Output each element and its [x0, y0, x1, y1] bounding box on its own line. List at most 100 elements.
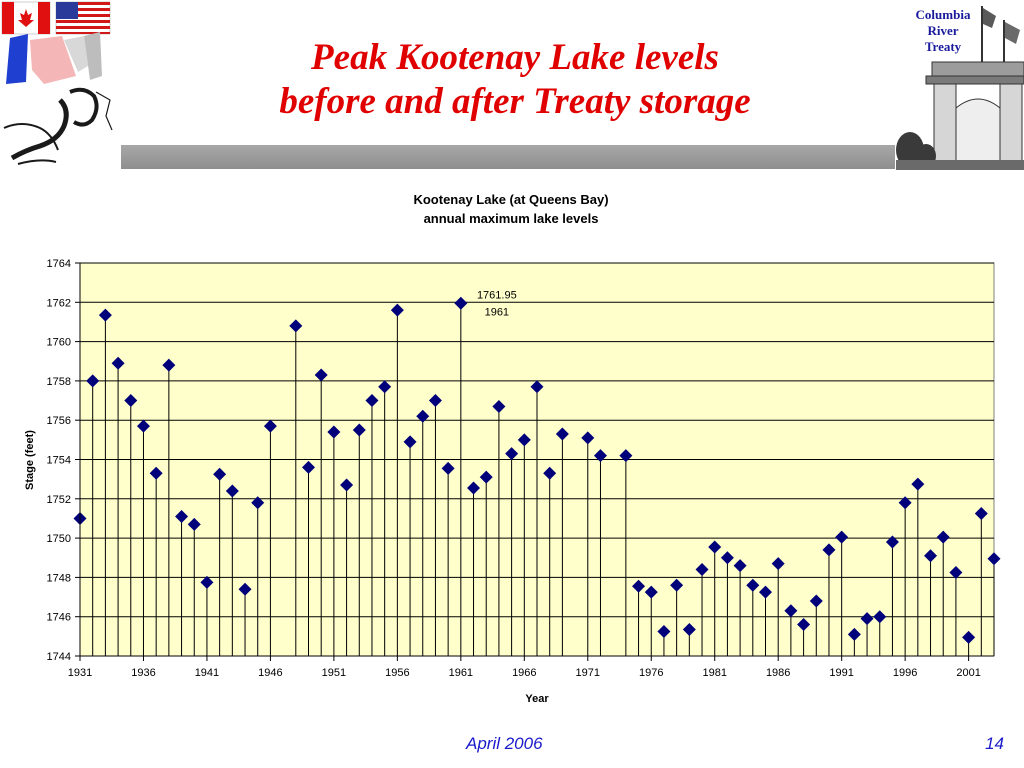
brand-line-2: River	[927, 23, 959, 38]
data-point	[225, 484, 239, 498]
page-number: 14	[985, 734, 1004, 753]
data-point	[632, 579, 646, 593]
x-tick-label: 1931	[68, 667, 92, 679]
x-tick-label: 1936	[131, 667, 155, 679]
data-point	[974, 507, 988, 521]
data-point	[809, 594, 823, 608]
data-point	[378, 380, 392, 394]
x-tick-label: 1976	[639, 667, 663, 679]
data-point	[682, 622, 696, 636]
data-point	[416, 409, 430, 423]
y-tick-label: 1760	[47, 337, 71, 349]
data-point	[797, 618, 811, 632]
x-tick-label: 2001	[956, 667, 980, 679]
data-point	[695, 563, 709, 577]
data-point	[302, 460, 315, 474]
data-point	[454, 296, 468, 310]
data-point	[987, 552, 1001, 566]
usa-flag-icon	[55, 1, 111, 35]
brand-line-3: Treaty	[924, 39, 962, 54]
data-point	[162, 358, 176, 372]
y-tick-label: 1754	[47, 455, 71, 467]
data-point	[644, 585, 658, 599]
data-point	[949, 565, 963, 579]
y-tick-label: 1758	[47, 376, 71, 388]
data-point	[390, 303, 404, 317]
slide-title-line-2: before and after Treaty storage	[279, 81, 751, 122]
peace-arch-logo	[896, 6, 1024, 170]
x-axis-label: Year	[525, 693, 549, 705]
data-point	[187, 517, 201, 531]
y-tick-label: 1748	[47, 572, 71, 584]
data-point	[670, 578, 684, 592]
data-point	[86, 374, 100, 388]
data-point	[924, 549, 938, 563]
y-tick-label: 1746	[47, 612, 71, 624]
x-tick-label: 1991	[829, 667, 853, 679]
chart-title: Kootenay Lake (at Queens Bay)	[413, 192, 608, 207]
data-point	[428, 394, 442, 408]
data-point	[759, 585, 772, 599]
x-tick-label: 1941	[195, 667, 219, 679]
brand-line-1: Columbia	[915, 7, 971, 22]
x-tick-label: 1986	[766, 667, 790, 679]
data-point	[213, 467, 227, 481]
data-point	[517, 433, 531, 447]
x-tick-label: 1971	[576, 667, 600, 679]
flags-map-logo	[1, 1, 113, 165]
annotation-value: 1761.95	[477, 289, 517, 301]
data-point	[746, 578, 760, 592]
data-point	[873, 610, 887, 624]
data-point	[505, 447, 519, 461]
data-point	[657, 624, 671, 638]
data-point	[911, 477, 925, 491]
map-sketch-icon	[3, 87, 113, 165]
x-tick-label: 1996	[893, 667, 917, 679]
x-tick-label: 1966	[512, 667, 536, 679]
y-tick-label: 1750	[47, 533, 71, 545]
annotation-year: 1961	[485, 306, 509, 318]
data-points	[73, 296, 1001, 644]
data-point	[289, 319, 303, 333]
data-point	[200, 575, 214, 589]
data-point	[708, 540, 722, 554]
data-point	[238, 582, 252, 596]
data-point	[822, 543, 836, 557]
data-point	[835, 530, 849, 544]
data-point	[555, 427, 569, 441]
trees-icon	[896, 132, 1024, 170]
y-tick-label: 1756	[47, 415, 71, 427]
data-point	[885, 535, 899, 549]
data-point	[403, 435, 417, 449]
y-tick-label: 1762	[47, 297, 71, 309]
data-point	[720, 551, 734, 565]
data-point	[467, 481, 481, 495]
data-point	[619, 449, 633, 463]
data-point	[530, 380, 544, 394]
data-point	[479, 470, 493, 484]
data-point	[314, 368, 328, 382]
data-point	[352, 423, 366, 437]
data-point	[136, 419, 150, 433]
y-tick-label: 1752	[47, 494, 71, 506]
data-point	[898, 496, 912, 510]
x-tick-label: 1961	[449, 667, 473, 679]
data-point	[581, 431, 595, 445]
data-point	[860, 612, 874, 626]
slide-title-line-1: Peak Kootenay Lake levels	[311, 37, 719, 78]
x-tick-label: 1981	[702, 667, 726, 679]
data-point	[251, 496, 265, 510]
data-point	[543, 466, 557, 480]
data-point	[340, 478, 354, 492]
canada-flag-icon	[1, 1, 51, 35]
x-axis-ticks: 1931 1936 1941 1946 1951 1956 1961 1966 1971 1976…	[68, 656, 981, 679]
monument-icon	[925, 61, 1024, 167]
title-divider-bar	[121, 145, 895, 169]
data-point	[962, 630, 976, 644]
footer-date: April 2006	[466, 734, 543, 753]
data-point	[492, 399, 506, 413]
data-point	[771, 557, 785, 571]
data-point	[365, 394, 379, 408]
data-point	[98, 308, 112, 322]
annotations: 1761.95 1961	[477, 289, 517, 318]
